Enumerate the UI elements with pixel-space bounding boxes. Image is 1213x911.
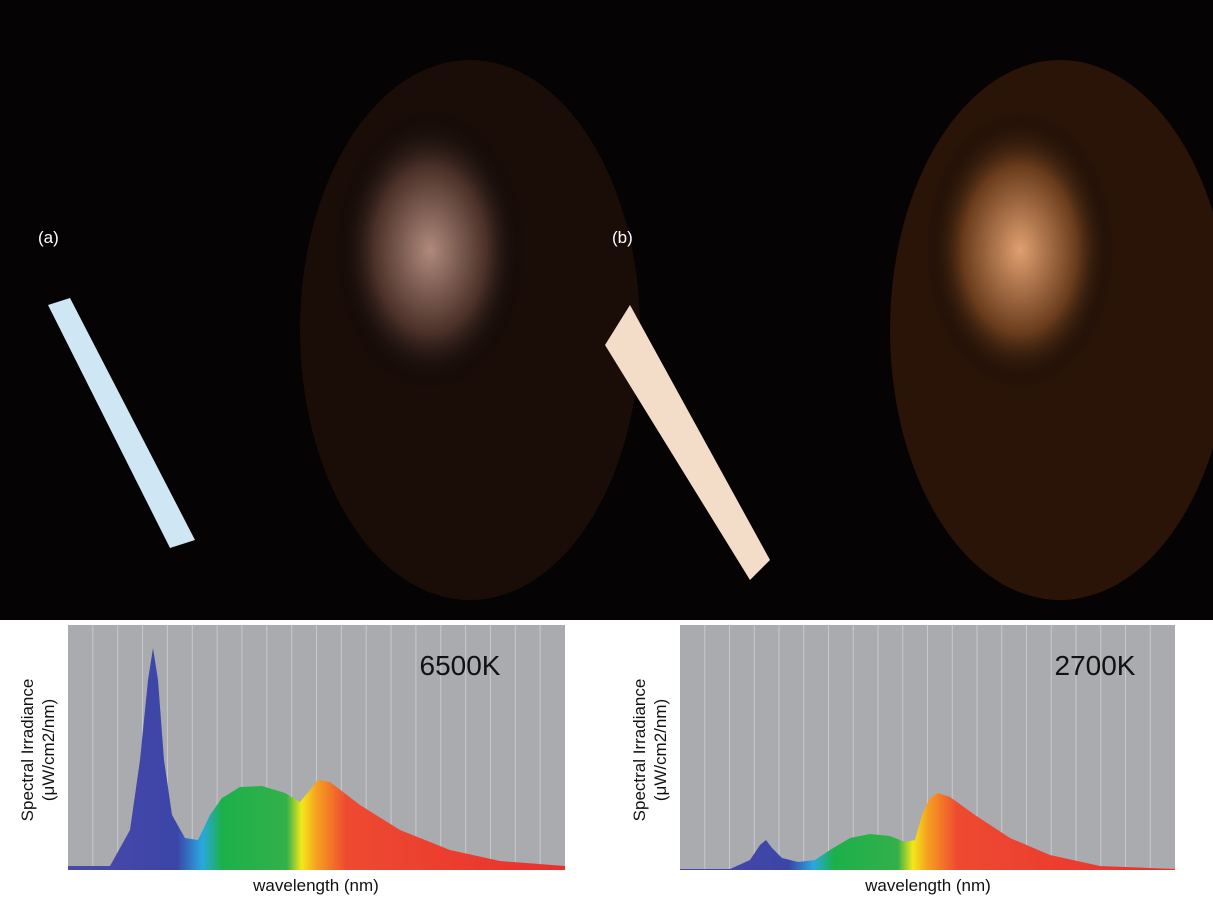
y-axis-label: Spectral Irradiance: [18, 679, 37, 822]
y-axis-label: (μW/cm2/nm): [651, 699, 670, 801]
panel-label: (b): [612, 228, 633, 247]
spectrum-chart: 2700K Spectral Irradiance (μW/cm2/nm) wa…: [630, 625, 1175, 895]
panel-label: (a): [38, 228, 59, 247]
y-axis-label: (μW/cm2/nm): [39, 699, 58, 801]
x-axis-label: wavelength (nm): [252, 876, 379, 895]
color-temperature: 2700K: [1055, 650, 1136, 681]
page: (a) (b) 6500K Spectral Irradiance (μW/cm…: [0, 0, 1213, 911]
x-axis-label: wavelength (nm): [864, 876, 991, 895]
figure: (a) (b) 6500K Spectral Irradiance (μW/cm…: [0, 0, 1213, 911]
y-axis-label: Spectral Irradiance: [630, 679, 649, 822]
color-temperature: 6500K: [420, 650, 501, 681]
spectrum-chart: 6500K Spectral Irradiance (μW/cm2/nm) wa…: [18, 625, 565, 895]
